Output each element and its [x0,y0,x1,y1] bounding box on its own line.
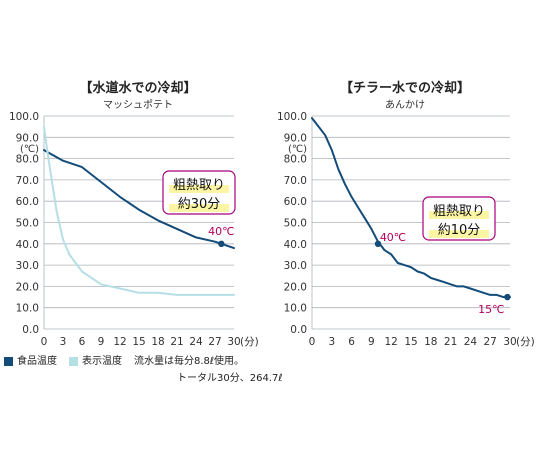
x-tick-label: 9 [98,336,105,348]
y-tick-label: 80.0 [284,154,307,166]
callout-highlight [429,211,489,219]
x-tick-label: 12 [113,336,126,348]
y-tick-label: 20.0 [284,281,307,293]
x-tick-label: 3 [60,336,67,348]
x-tick-label: 27 [208,336,221,348]
y-tick-label: 40.0 [16,239,39,251]
callout-line: 粗熱取り [173,178,225,193]
x-tick-label: 24 [189,336,203,348]
x-tick-label: 30 [227,336,240,348]
x-tick-label: 30 [503,336,516,348]
x-tick-label: 15 [132,336,145,348]
y-tick-label: 40.0 [284,239,307,251]
chart-water-cooling: 【水道水での冷却】マッシュポテト 0.0 10.0 20.0 30.0 40.0 50.0 6… [9,80,259,348]
x-tick-label: 15 [404,336,417,348]
legend-note-total: トータル30分、264.7ℓ [177,373,283,384]
y-axis-unit: (℃) [20,144,39,155]
chart-subtitle: マッシュポテト [103,99,173,111]
marker-label: 40℃ [380,231,406,244]
chart-chiller-cooling: 【チラー水での冷却】あんかけ 0.0 10.0 20.0 30.0 40.0 50.0 60.… [277,80,535,348]
y-tick-label: 30.0 [284,260,307,272]
y-tick-label: 90.0 [284,132,307,144]
legend-label-food: 食品温度 [17,356,57,367]
x-axis-unit: (分) [516,336,535,348]
y-tick-label: 100.0 [9,111,39,123]
data-marker [504,293,511,301]
series-line-food-temp [311,117,511,299]
x-tick-label: 6 [348,336,355,348]
y-tick-label: 70.0 [284,175,307,187]
callout-highlight [169,185,229,193]
x-tick-label: 27 [484,336,497,348]
y-tick-label: 0.0 [22,324,39,336]
callout-highlight [169,204,229,212]
chart-title: 【チラー水での冷却】 [340,80,470,96]
y-tick-label: 80.0 [16,154,39,166]
chart-title: 【水道水での冷却】 [79,80,196,96]
y-tick-label: 50.0 [16,218,39,230]
data-marker [218,240,225,247]
marker-label: 40℃ [208,225,234,238]
y-tick-label: 20.0 [16,281,39,293]
x-axis-unit: (分) [240,336,259,348]
data-marker [374,240,382,247]
y-axis-unit: (℃) [288,144,307,155]
legend-swatch-display [69,357,78,366]
callout-line: 約30分 [178,197,221,212]
y-tick-label: 100.0 [277,111,307,123]
legend-swatch-food [4,357,13,366]
legend-note: 流水量は毎分8.8ℓ使用。 [134,356,245,367]
chart-subtitle: あんかけ [385,99,425,111]
x-tick-label: 12 [385,336,398,348]
y-tick-label: 30.0 [16,260,39,272]
x-tick-label: 21 [170,336,183,348]
y-tick-label: 60.0 [16,196,39,208]
marker-label: 15℃ [478,303,504,316]
x-tick-label: 0 [41,336,48,348]
x-tick-label: 18 [424,336,437,348]
series-line-display-temp [43,125,235,296]
y-tick-label: 10.0 [284,303,307,315]
callout-line: 粗熱取り [433,204,485,219]
x-tick-label: 0 [309,336,316,348]
callout-highlight [429,230,489,238]
y-tick-label: 50.0 [284,218,307,230]
legend: 食品温度 表示温度 流水量は毎分8.8ℓ使用。 トータル30分、264.7ℓ [4,353,282,387]
x-tick-label: 9 [368,336,375,348]
x-tick-label: 6 [79,336,86,348]
series-line-food-temp [43,149,235,250]
y-tick-label: 10.0 [16,303,39,315]
callout-line: 約10分 [438,223,481,238]
x-tick-label: 18 [151,336,164,348]
x-tick-label: 3 [328,336,335,348]
x-tick-label: 21 [444,336,457,348]
y-tick-label: 60.0 [284,196,307,208]
y-tick-label: 70.0 [16,175,39,187]
legend-label-display: 表示温度 [82,356,122,367]
x-tick-label: 24 [464,336,478,348]
y-tick-label: 90.0 [16,132,39,144]
y-tick-label: 0.0 [290,324,307,336]
